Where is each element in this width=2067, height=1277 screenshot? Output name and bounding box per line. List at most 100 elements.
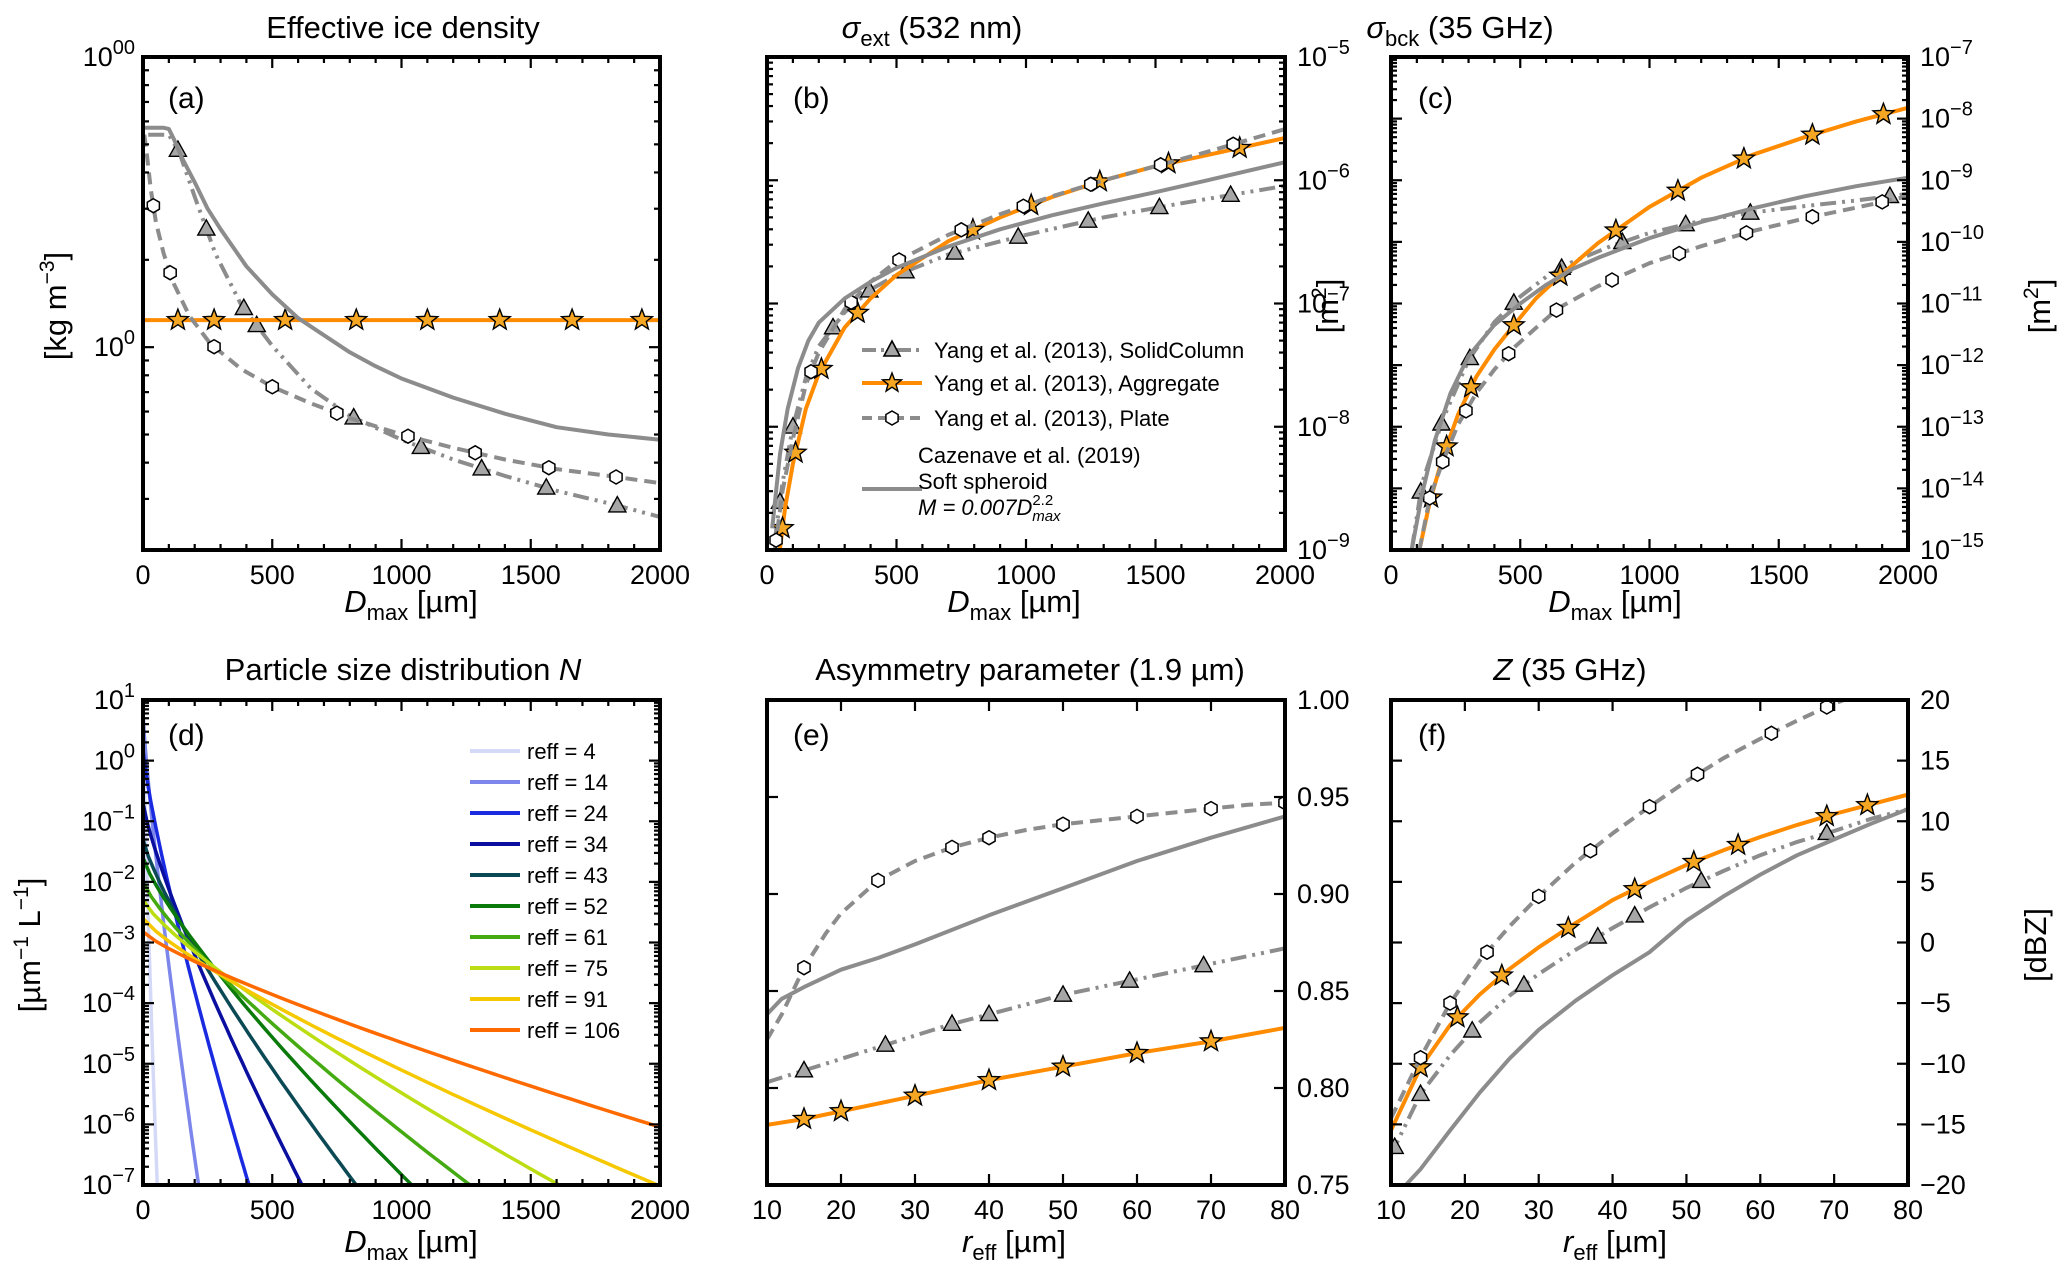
series-a-aggregate-marker bbox=[559, 307, 585, 331]
series-b-yang-et-al-2013-plate-marker bbox=[954, 221, 969, 238]
series-e-solidcolumn-marker bbox=[942, 1013, 962, 1032]
xtick-label-e: 50 bbox=[1048, 1195, 1078, 1225]
xlabel-b: Dmax [µm] bbox=[947, 584, 1080, 625]
series-a-plate-marker bbox=[146, 197, 161, 214]
series-b-yang-et-al-2013-plate-marker bbox=[769, 532, 783, 549]
series-e-solidcolumn-marker bbox=[1053, 984, 1073, 1002]
xtick-label-f: 50 bbox=[1671, 1195, 1701, 1225]
xtick-label-e: 70 bbox=[1196, 1195, 1226, 1225]
series-f-soft-spheroid-line bbox=[1404, 807, 1908, 1185]
series-e-aggregate-marker bbox=[976, 1067, 1002, 1091]
series-c-plate-marker bbox=[1805, 208, 1820, 225]
ytick-label-d: 10−3 bbox=[82, 923, 135, 958]
series-a-plate-marker bbox=[330, 405, 344, 421]
series-b-yang-et-al-2013-plate-marker bbox=[1153, 156, 1168, 173]
xtick-label-f: 40 bbox=[1598, 1195, 1628, 1225]
ytick-label-c: 10−11 bbox=[1920, 284, 1983, 319]
series-e-aggregate-marker bbox=[791, 1105, 817, 1130]
legend-entry-plate: Yang et al. (2013), Plate bbox=[862, 406, 1170, 431]
series-a-solidcolumn-marker bbox=[536, 477, 556, 495]
series-f-aggregate-marker bbox=[1681, 848, 1707, 873]
ytick-label-e: 0.75 bbox=[1297, 1170, 1350, 1200]
series-f-aggregate-marker bbox=[1622, 876, 1648, 900]
xtick-label-d: 2000 bbox=[630, 1195, 690, 1225]
ytick-label-c: 10−7 bbox=[1920, 37, 1973, 72]
series-c-solidcolumn-line bbox=[1409, 191, 1908, 550]
xtick-label-b: 500 bbox=[874, 560, 919, 590]
ytick-label-c: 10−10 bbox=[1920, 222, 1984, 257]
ytick-label-f: 20 bbox=[1920, 685, 1950, 715]
series-a-solidcolumn-line bbox=[148, 132, 660, 519]
series-f-aggregate-line bbox=[1391, 792, 1908, 1132]
xtick-label-d: 1000 bbox=[371, 1195, 431, 1225]
ytick-label-f: −15 bbox=[1920, 1109, 1966, 1139]
ytick-label-a: 1000 bbox=[83, 37, 135, 72]
ylabel-d: [µm−1 L−1] bbox=[10, 878, 47, 1013]
ytick-label-b: 10−9 bbox=[1297, 530, 1350, 565]
legend-d-label: reff = 75 bbox=[527, 956, 608, 981]
xtick-label-e: 80 bbox=[1270, 1195, 1300, 1225]
series-b-yang-et-al-2013-plate-marker bbox=[1016, 198, 1031, 215]
xtick-label-f: 20 bbox=[1450, 1195, 1480, 1225]
plot-frame-e bbox=[765, 698, 1287, 1187]
series-a-plate-marker bbox=[265, 378, 280, 395]
xtick-label-e: 20 bbox=[826, 1195, 856, 1225]
ytick-label-c: 10−15 bbox=[1920, 530, 1984, 565]
series-f-solidcolumn-marker bbox=[1817, 822, 1837, 841]
series-a-aggregate-marker bbox=[487, 307, 513, 331]
ytick-label-e: 1.00 bbox=[1297, 685, 1350, 715]
series-a-solidcolumn-marker bbox=[411, 436, 431, 455]
series-f-plate-marker bbox=[1413, 1049, 1428, 1066]
ytick-label-d: 10−6 bbox=[82, 1104, 135, 1139]
xtick-label-d: 0 bbox=[135, 1195, 150, 1225]
xtick-label-f: 70 bbox=[1819, 1195, 1849, 1225]
ytick-label-b: 10−7 bbox=[1297, 284, 1350, 319]
xtick-label-e: 40 bbox=[974, 1195, 1004, 1225]
series-f-solidcolumn-marker bbox=[1391, 1136, 1405, 1155]
title-b: σext (532 nm) bbox=[842, 10, 1023, 51]
series-f-plate-marker bbox=[1583, 842, 1598, 859]
series-f-aggregate-marker bbox=[1855, 792, 1880, 816]
series-e-solidcolumn-marker bbox=[979, 1003, 999, 1022]
series-c-plate-marker bbox=[1422, 490, 1437, 506]
series-a-aggregate-marker bbox=[415, 307, 440, 331]
series-a-solidcolumn-marker bbox=[607, 495, 628, 513]
ylabel-c: [m2] bbox=[2020, 279, 2057, 334]
plot-frame-f bbox=[1389, 698, 1910, 1187]
psd-line-reff-106 bbox=[143, 930, 660, 1129]
series-f-plate-marker bbox=[1642, 798, 1657, 815]
series-f-plate-marker bbox=[1531, 888, 1546, 905]
series-b-yang-et-al-2013-aggregate-marker bbox=[783, 439, 808, 464]
series-c-plate-marker bbox=[1459, 403, 1473, 419]
series-b-yang-et-al-2013-solidcolumn-line bbox=[772, 183, 1285, 541]
series-f-plate-marker bbox=[1819, 700, 1834, 715]
series-a-aggregate-marker bbox=[272, 307, 298, 331]
xlabel-c: Dmax [µm] bbox=[1548, 584, 1681, 625]
series-b-yang-et-al-2013-solidcolumn-marker bbox=[1220, 184, 1241, 203]
psd-line-reff-91 bbox=[143, 917, 659, 1185]
legend-b: Yang et al. (2013), SolidColumn Yang et … bbox=[862, 338, 1244, 525]
psd-line-reff-24 bbox=[143, 749, 251, 1185]
plot-area-a bbox=[143, 125, 660, 519]
xtick-label-b: 1000 bbox=[996, 560, 1056, 590]
series-a-solidcolumn-marker bbox=[196, 218, 217, 236]
series-f-aggregate-marker bbox=[1814, 803, 1840, 827]
series-c-plate-marker bbox=[1875, 194, 1889, 210]
ytick-label-a: 100 bbox=[94, 327, 135, 362]
xtick-label-b: 2000 bbox=[1255, 560, 1315, 590]
series-b-yang-et-al-2013-solidcolumn-marker bbox=[945, 242, 965, 260]
series-a-aggregate-marker bbox=[165, 307, 191, 331]
ytick-label-c: 10−13 bbox=[1920, 407, 1984, 442]
ytick-label-c: 10−8 bbox=[1920, 99, 1973, 134]
plot-area-f bbox=[1391, 700, 1908, 1185]
ylabel-f: [dBZ] bbox=[2018, 908, 2053, 982]
title-e: Asymmetry parameter (1.9 µm) bbox=[815, 652, 1245, 687]
xtick-label-a: 0 bbox=[135, 560, 150, 590]
xtick-label-f: 60 bbox=[1745, 1195, 1775, 1225]
ylabel-b: [m2] bbox=[1308, 279, 1345, 334]
legend-soft-line2: Soft spheroid bbox=[918, 469, 1048, 494]
series-f-solidcolumn-marker bbox=[1691, 870, 1711, 889]
series-f-solidcolumn-marker bbox=[1514, 974, 1534, 992]
series-a-aggregate-marker bbox=[343, 307, 369, 331]
